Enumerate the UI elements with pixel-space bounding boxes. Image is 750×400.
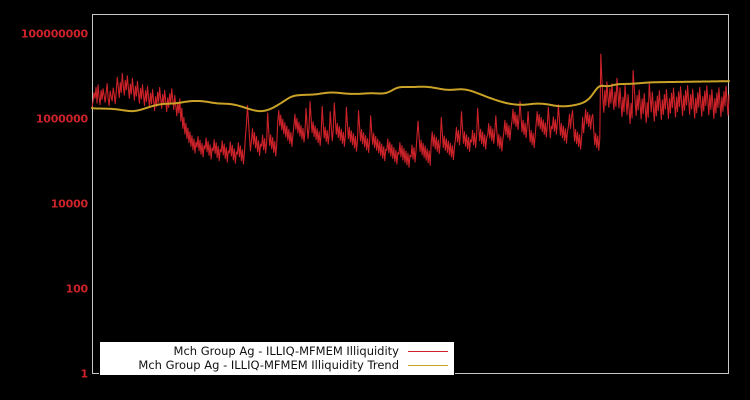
- y-axis-tick-label: 1: [80, 367, 89, 381]
- legend-label-illiquidity-trend: Mch Group Ag - ILLIQ-MFMEM Illiquidity T…: [138, 358, 399, 372]
- chart-legend: Mch Group Ag - ILLIQ-MFMEM Illiquidity M…: [99, 341, 455, 376]
- plot-area-frame: [92, 14, 729, 374]
- y-axis-tick-label: 100: [65, 282, 89, 296]
- legend-line-swatch-icon: [408, 350, 448, 352]
- legend-entry-illiquidity-trend[interactable]: Mch Group Ag - ILLIQ-MFMEM Illiquidity T…: [104, 358, 450, 372]
- series-line-illiquidity-trend: [91, 80, 730, 113]
- legend-label-illiquidity: Mch Group Ag - ILLIQ-MFMEM Illiquidity: [173, 344, 399, 358]
- y-axis-tick-label: 1000000: [35, 112, 88, 126]
- y-axis-tick-label: 100000000: [20, 27, 88, 41]
- y-axis-tick-label: 10000: [50, 197, 88, 211]
- legend-line-swatch-icon: [408, 364, 448, 366]
- series-line-illiquidity: [91, 53, 730, 168]
- legend-entry-illiquidity[interactable]: Mch Group Ag - ILLIQ-MFMEM Illiquidity: [104, 344, 450, 358]
